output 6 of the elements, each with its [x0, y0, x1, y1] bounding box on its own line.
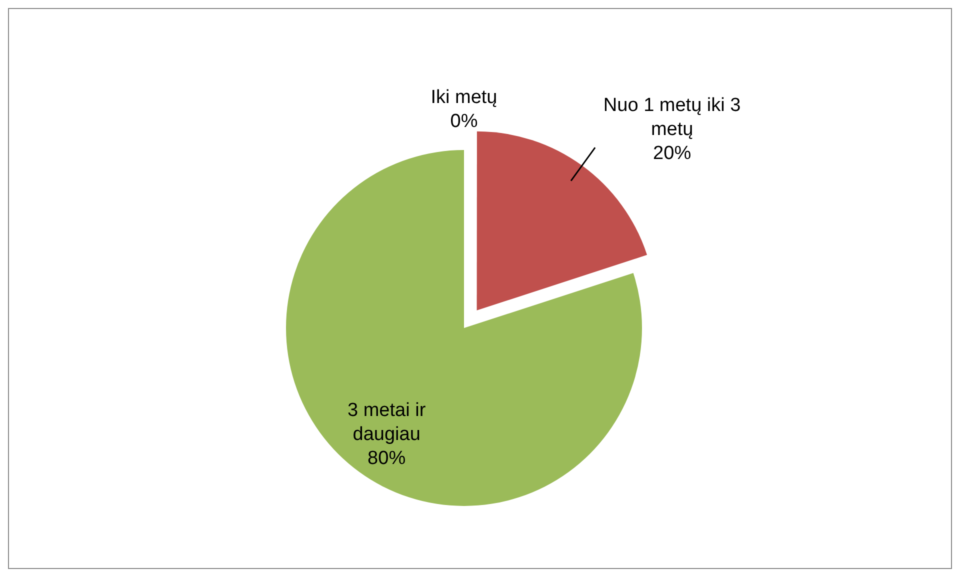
data-label: 80% — [368, 448, 406, 469]
category-label: Iki metų — [430, 87, 498, 108]
slice-label: Nuo 1 metų iki 3 metų — [603, 94, 741, 140]
slice-label: 3 metai ir daugiau — [348, 400, 426, 445]
data-label: 20% — [653, 142, 692, 164]
text: 0% — [450, 111, 478, 132]
